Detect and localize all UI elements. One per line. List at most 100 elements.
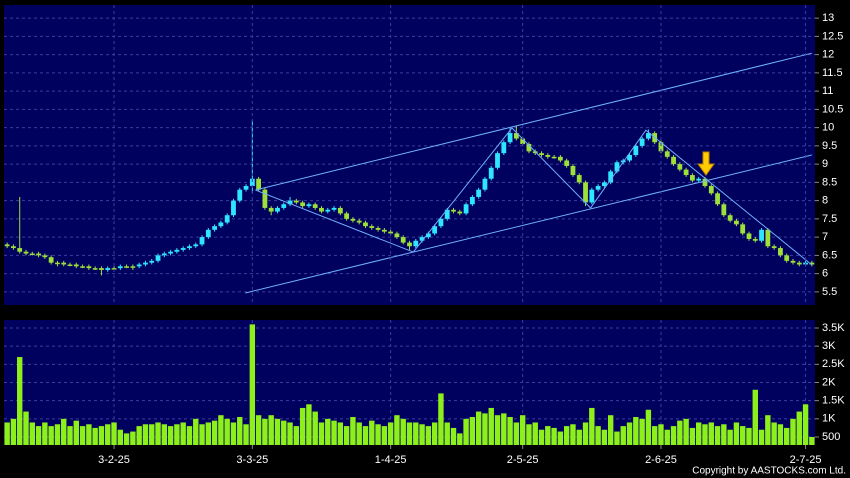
volume-bar — [262, 418, 268, 445]
candle-body — [601, 182, 607, 187]
volume-bar — [394, 415, 400, 445]
volume-bar — [557, 431, 564, 445]
candle-body — [702, 178, 708, 187]
volume-bar — [61, 418, 67, 445]
candle-body — [187, 246, 192, 249]
volume-bar — [463, 418, 469, 445]
y-tick-label: 12 — [822, 49, 834, 61]
candle-body — [796, 262, 802, 265]
y-tick-label: 13 — [822, 12, 834, 24]
volume-bar — [784, 427, 790, 445]
price-panel — [4, 5, 815, 305]
candle-body — [507, 133, 513, 143]
candle-body — [231, 200, 236, 216]
candle-body — [419, 237, 425, 241]
volume-bar — [450, 427, 457, 445]
x-tick-label: 2-7-25 — [790, 454, 822, 466]
candle-body — [300, 202, 306, 207]
volume-bar — [111, 422, 117, 445]
volume-bar — [255, 415, 262, 445]
volume-bar — [17, 357, 23, 445]
volume-bar — [123, 433, 130, 445]
candle-body — [451, 209, 456, 212]
volume-bar — [130, 431, 136, 445]
candle-body — [790, 260, 796, 263]
candle-body — [111, 268, 117, 270]
candle-body — [193, 244, 199, 247]
y-tick-label: 6 — [822, 268, 828, 280]
volume-bar — [488, 407, 494, 445]
volume-bar — [218, 415, 224, 445]
candle-body — [809, 262, 815, 265]
candle-body — [595, 186, 601, 190]
candle-body — [784, 255, 790, 261]
candle-body — [256, 178, 262, 190]
candle-body — [281, 204, 287, 208]
candle-body — [551, 156, 557, 159]
volume-bar — [658, 424, 664, 445]
volume-bar — [532, 422, 538, 445]
volume-bar — [281, 420, 287, 445]
candle-body — [469, 196, 475, 205]
volume-bar — [438, 393, 444, 445]
x-tick-label: 3-2-25 — [98, 454, 130, 466]
volume-bar — [362, 426, 369, 445]
y-tick-label: 2K — [822, 376, 836, 388]
volume-bar — [387, 422, 394, 445]
volume-bar — [73, 420, 79, 445]
volume-bar — [29, 422, 35, 445]
candle-body — [482, 178, 488, 190]
volume-bar — [325, 418, 331, 445]
x-tick-label: 1-4-25 — [375, 454, 407, 466]
volume-bar — [733, 422, 740, 445]
candle-body — [557, 156, 563, 161]
candle-body — [48, 257, 54, 263]
volume-bar — [545, 426, 551, 445]
candle-body — [262, 189, 268, 208]
candle-body — [287, 200, 293, 205]
volume-bar — [318, 422, 325, 445]
candle-body — [143, 262, 148, 265]
volume-bar — [519, 415, 526, 445]
volume-bar — [92, 427, 98, 445]
y-tick-label: 10.5 — [822, 103, 843, 115]
volume-bar — [293, 426, 300, 445]
candle-body — [80, 266, 85, 268]
volume-bar — [576, 429, 582, 445]
volume-bar — [796, 411, 802, 445]
candle-body — [394, 233, 400, 238]
volume-bar — [752, 389, 758, 445]
volume-bar — [563, 426, 570, 445]
volume-bar — [48, 426, 54, 445]
candle-body — [73, 264, 79, 267]
candle-body — [218, 222, 224, 227]
volume-bar — [167, 426, 174, 445]
y-tick-label: 11 — [822, 85, 833, 97]
volume-bar — [513, 422, 520, 445]
candle-body — [337, 207, 343, 214]
volume-bar — [193, 418, 199, 445]
candle-body — [545, 155, 551, 157]
candle-body — [664, 151, 670, 157]
candle-body — [161, 253, 167, 256]
candle-body — [432, 226, 438, 234]
candle-body — [488, 167, 494, 179]
volume-bar — [639, 418, 645, 445]
volume-bar — [149, 424, 155, 445]
candle-body — [658, 142, 664, 152]
candle-body — [690, 175, 695, 181]
volume-bar — [249, 324, 256, 445]
volume-bar — [582, 422, 589, 445]
candle-body — [205, 229, 211, 238]
candle-body — [199, 237, 205, 245]
candle-body — [708, 186, 714, 194]
volume-bar — [274, 418, 281, 445]
candle-body — [576, 175, 582, 183]
volume-bar — [431, 422, 438, 445]
candle-body — [614, 162, 620, 172]
candle-body — [457, 211, 463, 214]
volume-bar — [98, 426, 105, 445]
volume-bar — [714, 426, 721, 445]
candle-body — [608, 171, 614, 183]
candle-body — [413, 240, 419, 247]
